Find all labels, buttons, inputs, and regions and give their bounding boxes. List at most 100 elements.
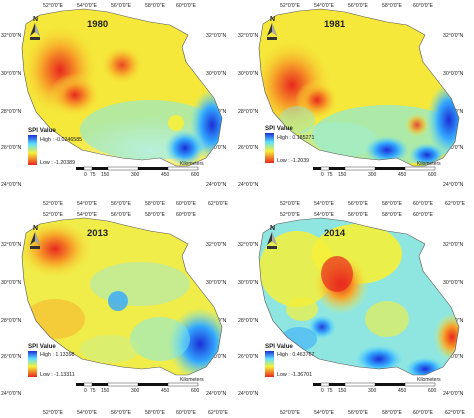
svg-text:Low : -1.36701: Low : -1.36701 [277, 372, 312, 378]
scale-bar: 0 75 150 300 450 600 Kilometers [313, 161, 441, 178]
scale-tick: 600 [428, 172, 437, 178]
scale-unit: Kilometers [417, 161, 441, 167]
svg-text:High : 0.185271: High : 0.185271 [277, 135, 314, 141]
lat-tick: 24°0'0"N [238, 391, 258, 397]
scale-tick: 300 [131, 388, 140, 394]
legend-high-value: 0.463767 [292, 352, 314, 358]
lat-tick: 26°0'0"N [206, 354, 226, 360]
map-panel-1981: 52°0'0"E 54°0'0"E 56°0'0"E 58°0'0"E 60°0… [237, 0, 474, 209]
north-letter: N [270, 225, 275, 232]
lon-tick: 60°0'0"E [176, 3, 196, 9]
lat-tick: 24°0'0"N [443, 182, 463, 188]
legend-title: SPI Value [28, 343, 56, 350]
scale-tick: 600 [191, 388, 200, 394]
lat-tick: 28°0'0"N [1, 109, 21, 115]
lon-tick: 60°0'0"E [176, 201, 196, 207]
legend-color-ramp [28, 135, 37, 165]
lat-tick: 26°0'0"N [1, 145, 21, 151]
svg-text:Low : -1.13311: Low : -1.13311 [40, 372, 75, 378]
scale-bar: 0 75 150 300 450 600 Kilometers [76, 377, 204, 394]
lon-tick: 58°0'0"E [145, 3, 165, 9]
lon-tick: 56°0'0"E [348, 212, 368, 218]
lon-tick: 52°0'0"E [43, 212, 63, 218]
svg-text:High : -0.0246585: High : -0.0246585 [40, 137, 82, 143]
lon-tick: 56°0'0"E [111, 212, 131, 218]
lon-tick: 60°0'0"E [413, 201, 433, 207]
legend-high-value: 1.13398 [55, 352, 74, 358]
lon-tick: 52°0'0"E [280, 201, 300, 207]
spi-legend: SPI Value High : 0.463767 Low : -1.36701 [265, 343, 314, 378]
map-panel-2013: 52°0'0"E 54°0'0"E 56°0'0"E 58°0'0"E 60°0… [0, 209, 237, 418]
scale-tick: 450 [398, 388, 407, 394]
lon-tick: 58°0'0"E [382, 212, 402, 218]
scale-tick: 75 [327, 172, 333, 178]
north-letter: N [270, 16, 275, 23]
lat-tick: 30°0'0"N [206, 71, 226, 77]
legend-high-value: 0.185271 [292, 135, 314, 141]
scale-tick: 75 [90, 388, 96, 394]
lat-tick: 28°0'0"N [238, 318, 258, 324]
spi-surface [21, 8, 223, 167]
lat-tick: 32°0'0"N [1, 242, 21, 248]
longitude-ticks-top: 52°0'0"E 54°0'0"E 56°0'0"E 58°0'0"E 60°0… [43, 3, 196, 9]
lon-tick: 58°0'0"E [382, 410, 402, 416]
legend-low-value: -1.36701 [291, 372, 312, 378]
scale-tick: 300 [131, 172, 140, 178]
spi-legend: SPI Value High : 0.185271 Low : -1.2039 [265, 125, 314, 164]
lat-tick: 32°0'0"N [443, 242, 463, 248]
lon-tick: 56°0'0"E [348, 410, 368, 416]
legend-title: SPI Value [265, 343, 293, 350]
scale-unit: Kilometers [180, 377, 204, 383]
longitude-ticks-top: 52°0'0"E 54°0'0"E 56°0'0"E 58°0'0"E 60°0… [280, 3, 433, 9]
lat-tick: 24°0'0"N [238, 182, 258, 188]
north-letter: N [33, 225, 38, 232]
map-year-title: 1981 [324, 19, 346, 30]
scale-tick: 450 [161, 172, 170, 178]
lat-tick: 24°0'0"N [1, 391, 21, 397]
lon-tick: 54°0'0"E [314, 3, 334, 9]
lat-tick: 28°0'0"N [1, 318, 21, 324]
lat-tick: 26°0'0"N [206, 145, 226, 151]
scale-tick: 0 [321, 172, 324, 178]
svg-text:High : 1.13398: High : 1.13398 [40, 352, 75, 358]
spi-legend: SPI Value High : 1.13398 Low : -1.13311 [28, 343, 75, 378]
lat-tick: 26°0'0"N [238, 354, 258, 360]
lat-tick: 26°0'0"N [1, 354, 21, 360]
lon-tick: 52°0'0"E [280, 212, 300, 218]
lat-tick: 24°0'0"N [206, 391, 226, 397]
longitude-ticks-top: 52°0'0"E 54°0'0"E 56°0'0"E 58°0'0"E 60°0… [43, 212, 196, 218]
map-panel-1980: 52°0'0"E 54°0'0"E 56°0'0"E 58°0'0"E 60°0… [0, 0, 237, 209]
scale-tick: 75 [327, 388, 333, 394]
scale-tick: 600 [428, 388, 437, 394]
lon-tick: 52°0'0"E [43, 410, 63, 416]
lon-tick: 56°0'0"E [111, 410, 131, 416]
scale-unit: Kilometers [180, 161, 204, 167]
lat-tick: 30°0'0"N [206, 280, 226, 286]
legend-high-value: -0.0246585 [55, 137, 82, 143]
lon-tick: 56°0'0"E [111, 3, 131, 9]
lat-tick: 32°0'0"N [238, 242, 258, 248]
lon-tick: 54°0'0"E [77, 201, 97, 207]
north-arrow: N [267, 16, 277, 40]
lon-tick: 56°0'0"E [348, 201, 368, 207]
lon-tick: 54°0'0"E [77, 212, 97, 218]
legend-title: SPI Value [28, 127, 56, 134]
scale-tick: 150 [338, 388, 347, 394]
lon-tick: 52°0'0"E [43, 3, 63, 9]
scale-tick: 75 [90, 172, 96, 178]
lon-tick: 52°0'0"E [280, 3, 300, 9]
scale-tick: 150 [338, 172, 347, 178]
lon-tick: 60°0'0"E [413, 212, 433, 218]
latitude-ticks-left: 32°0'0"N 30°0'0"N 28°0'0"N 26°0'0"N 24°0… [1, 33, 21, 188]
lat-tick: 32°0'0"N [1, 33, 21, 39]
latitude-ticks-left: 32°0'0"N 30°0'0"N 28°0'0"N 26°0'0"N 24°0… [238, 242, 258, 397]
latitude-ticks-left: 32°0'0"N 30°0'0"N 28°0'0"N 26°0'0"N 24°0… [1, 242, 21, 397]
lat-tick: 26°0'0"N [443, 354, 463, 360]
scale-tick: 0 [84, 172, 87, 178]
scale-tick: 150 [101, 388, 110, 394]
lon-tick: 62°0'0"E [208, 201, 228, 207]
lat-tick: 32°0'0"N [238, 33, 258, 39]
lon-tick: 62°0'0"E [208, 410, 228, 416]
lon-tick: 62°0'0"E [445, 410, 465, 416]
svg-text:High : 0.463767: High : 0.463767 [277, 352, 314, 358]
